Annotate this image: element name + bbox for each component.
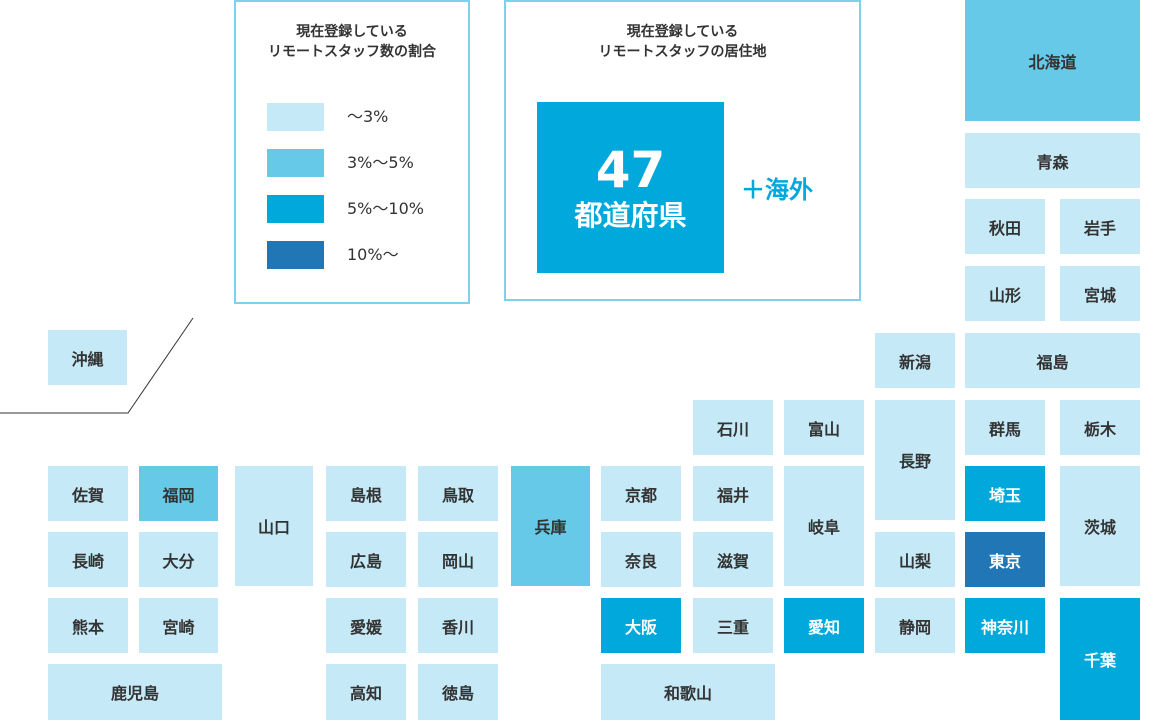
legend-title: 現在登録している リモートスタッフ数の割合 [236, 22, 468, 62]
prefecture-okayama: 岡山 [418, 532, 498, 587]
prefecture-shimane: 島根 [326, 466, 406, 521]
prefecture-yamanashi: 山梨 [875, 532, 955, 587]
residence-title: 現在登録している リモートスタッフの居住地 [506, 22, 859, 62]
prefecture-hiroshima: 広島 [326, 532, 406, 587]
legend-item: 5%〜10% [267, 195, 467, 223]
prefecture-gunma: 群馬 [965, 400, 1045, 455]
residence-title-line-1: 現在登録している [626, 24, 739, 40]
prefecture-chiba: 千葉 [1060, 598, 1140, 720]
prefecture-osaka: 大阪 [601, 598, 681, 653]
legend-panel: 現在登録している リモートスタッフ数の割合 〜3% 3%〜5% 5%〜10% 1… [234, 0, 470, 304]
prefecture-nagasaki: 長崎 [48, 532, 128, 587]
prefecture-tottori: 鳥取 [418, 466, 498, 521]
prefecture-tokyo: 東京 [965, 532, 1045, 587]
legend-item: 〜3% [267, 103, 467, 131]
prefecture-yamaguchi: 山口 [235, 466, 313, 586]
prefecture-kumamoto: 熊本 [48, 598, 128, 653]
prefecture-nagano: 長野 [875, 400, 955, 520]
prefecture-unit: 都道府県 [574, 198, 687, 232]
prefecture-kagawa: 香川 [418, 598, 498, 653]
legend-label: 3%〜5% [347, 153, 414, 172]
legend-swatch [267, 241, 324, 269]
prefecture-ibaraki: 茨城 [1060, 466, 1140, 586]
prefecture-wakayama: 和歌山 [601, 664, 775, 720]
prefecture-shiga: 滋賀 [693, 532, 773, 587]
legend-swatch [267, 103, 324, 131]
prefecture-miyazaki: 宮崎 [139, 598, 218, 653]
legend-label: 10%〜 [347, 245, 399, 264]
prefecture-kagoshima: 鹿児島 [48, 664, 222, 720]
prefecture-yamagata: 山形 [965, 266, 1045, 321]
prefecture-aomori: 青森 [965, 133, 1140, 188]
prefecture-fukuoka: 福岡 [139, 466, 218, 521]
overseas-label: ＋海外 [741, 176, 813, 204]
prefecture-miyagi: 宮城 [1060, 266, 1140, 321]
legend-label: 〜3% [347, 107, 389, 126]
prefecture-mie: 三重 [693, 598, 773, 653]
prefecture-aichi: 愛知 [784, 598, 864, 653]
prefecture-count-box: 47 都道府県 [537, 102, 724, 273]
prefecture-fukushima: 福島 [965, 333, 1140, 388]
prefecture-fukui: 福井 [693, 466, 773, 521]
prefecture-shizuoka: 静岡 [875, 598, 955, 653]
prefecture-kanagawa: 神奈川 [965, 598, 1045, 653]
prefecture-toyama: 富山 [784, 400, 864, 455]
prefecture-akita: 秋田 [965, 199, 1045, 254]
prefecture-iwate: 岩手 [1060, 199, 1140, 254]
legend-title-line-2: リモートスタッフ数の割合 [268, 44, 436, 60]
prefecture-nara: 奈良 [601, 532, 681, 587]
prefecture-hyogo: 兵庫 [511, 466, 590, 586]
residence-title-line-2: リモートスタッフの居住地 [598, 44, 767, 60]
legend-label: 5%〜10% [347, 199, 424, 218]
legend-swatch [267, 195, 324, 223]
prefecture-kochi: 高知 [326, 664, 406, 720]
prefecture-tokushima: 徳島 [418, 664, 498, 720]
prefecture-saitama: 埼玉 [965, 466, 1045, 521]
prefecture-saga: 佐賀 [48, 466, 128, 521]
prefecture-hokkaido: 北海道 [965, 0, 1140, 121]
prefecture-count: 47 [595, 140, 666, 199]
legend-item: 10%〜 [267, 241, 467, 269]
prefecture-kyoto: 京都 [601, 466, 681, 521]
prefecture-niigata: 新潟 [875, 333, 955, 388]
prefecture-gifu: 岐阜 [784, 466, 864, 586]
prefecture-tochigi: 栃木 [1060, 400, 1140, 455]
legend-item: 3%〜5% [267, 149, 467, 177]
prefecture-ishikawa: 石川 [693, 400, 773, 455]
prefecture-ehime: 愛媛 [326, 598, 406, 653]
residence-panel: 現在登録している リモートスタッフの居住地 47 都道府県 ＋海外 [504, 0, 861, 301]
legend-swatch [267, 149, 324, 177]
prefecture-oita: 大分 [139, 532, 218, 587]
legend-title-line-1: 現在登録している [296, 24, 408, 40]
prefecture-okinawa: 沖縄 [48, 330, 127, 385]
